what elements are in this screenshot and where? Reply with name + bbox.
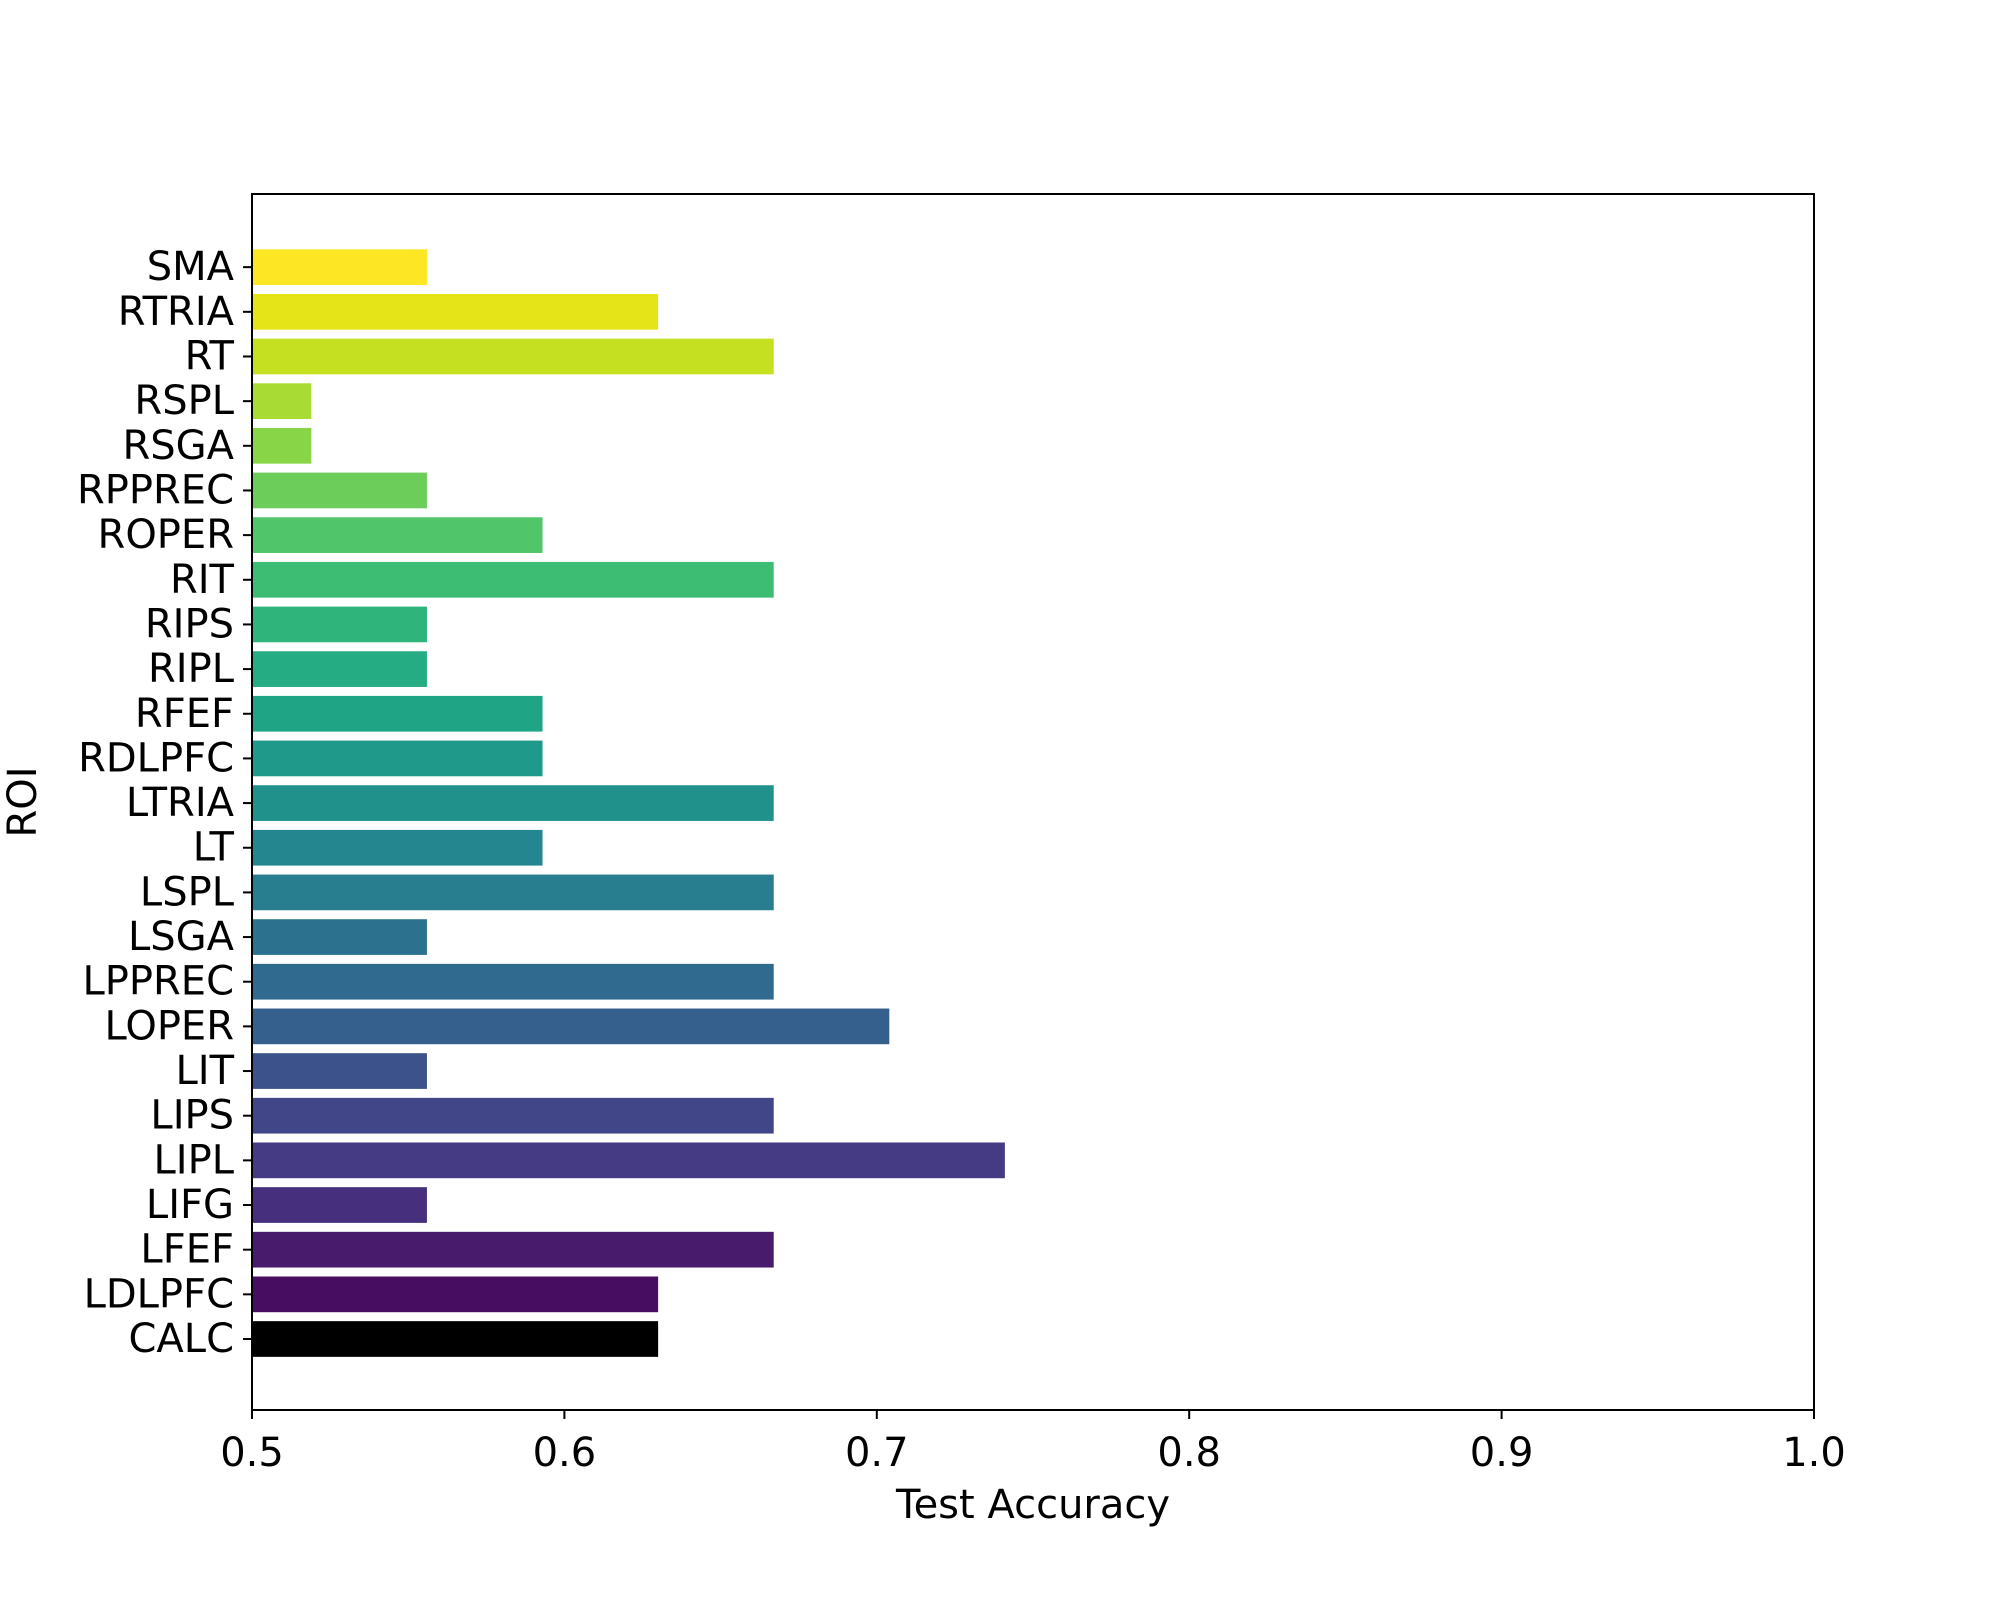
bar-rt (252, 338, 774, 375)
x-tick-label: 0.5 (220, 1430, 284, 1476)
x-tick-label: 0.7 (845, 1430, 909, 1476)
bar-lsga (252, 919, 427, 955)
y-tick-label-ldlpfc: LDLPFC (84, 1271, 234, 1317)
bar-rsga (252, 427, 312, 464)
y-tick-label-roper: ROPER (98, 512, 234, 558)
y-tick-label-lit: LIT (175, 1048, 234, 1094)
x-ticks: 0.5 0.6 0.7 0.8 0.9 1.0 (220, 1410, 1846, 1476)
y-tick-label-lips: LIPS (150, 1093, 234, 1139)
y-tick-label-sma: SMA (147, 244, 235, 290)
bar-rdlpfc (252, 740, 543, 777)
y-tick-label-rspl: RSPL (134, 378, 234, 424)
bars-group (252, 249, 1005, 1357)
bar-lt (252, 829, 543, 866)
y-tick-label-lipl: LIPL (154, 1137, 235, 1183)
y-tick-label-lifg: LIFG (146, 1182, 234, 1228)
y-tick-label-ripl: RIPL (148, 646, 235, 692)
y-tick-label-loper: LOPER (104, 1003, 234, 1049)
bar-ripl (252, 651, 427, 687)
bar-lspl (252, 874, 774, 911)
bar-rpprec (252, 472, 427, 509)
bar-rtria (252, 293, 659, 330)
x-tick-label: 0.8 (1157, 1430, 1221, 1476)
y-tick-label-rpprec: RPPREC (77, 467, 234, 513)
x-tick-label: 0.9 (1470, 1430, 1534, 1476)
plot-frame (251, 193, 1815, 1411)
bar-lfef (252, 1231, 774, 1268)
y-tick-label-rips: RIPS (145, 601, 234, 647)
bar-ldlpfc (252, 1276, 659, 1313)
bar-rspl (252, 383, 312, 419)
y-tick-label-rt: RT (185, 333, 235, 379)
bar-roper (252, 517, 543, 553)
bar-rips (252, 606, 427, 643)
y-tick-label-rtria: RTRIA (118, 289, 235, 335)
bar-rfef (252, 695, 543, 732)
y-tick-label-rdlpfc: RDLPFC (78, 735, 234, 781)
y-tick-label-lspl: LSPL (140, 869, 235, 915)
y-tick-label-lpprec: LPPREC (82, 959, 234, 1005)
y-tick-label-lt: LT (193, 825, 235, 871)
y-tick-label-lsga: LSGA (128, 914, 235, 960)
bar-calc (252, 1321, 659, 1357)
bar-rit (252, 561, 774, 598)
y-tick-label-lfef: LFEF (140, 1227, 234, 1273)
y-tick-label-rit: RIT (170, 557, 235, 603)
y-tick-labels: CALCLDLPFCLFEFLIFGLIPLLIPSLITLOPERLPPREC… (77, 244, 252, 1362)
bar-lips (252, 1097, 774, 1134)
x-axis-label: Test Accuracy (895, 1482, 1170, 1528)
y-tick-label-ltria: LTRIA (126, 780, 235, 826)
bar-lit (252, 1053, 427, 1089)
x-tick-label: 0.6 (533, 1430, 597, 1476)
y-tick-label-rfef: RFEF (135, 691, 234, 737)
bar-lifg (252, 1187, 427, 1223)
bar-loper (252, 1008, 890, 1045)
bar-lipl (252, 1142, 1005, 1179)
x-tick-label: 1.0 (1782, 1430, 1846, 1476)
y-tick-label-rsga: RSGA (122, 423, 234, 469)
bar-lpprec (252, 963, 774, 1000)
bar-sma (252, 249, 427, 286)
y-tick-label-calc: CALC (128, 1316, 234, 1362)
y-axis-label: ROI (0, 766, 46, 837)
bar-ltria (252, 785, 774, 821)
